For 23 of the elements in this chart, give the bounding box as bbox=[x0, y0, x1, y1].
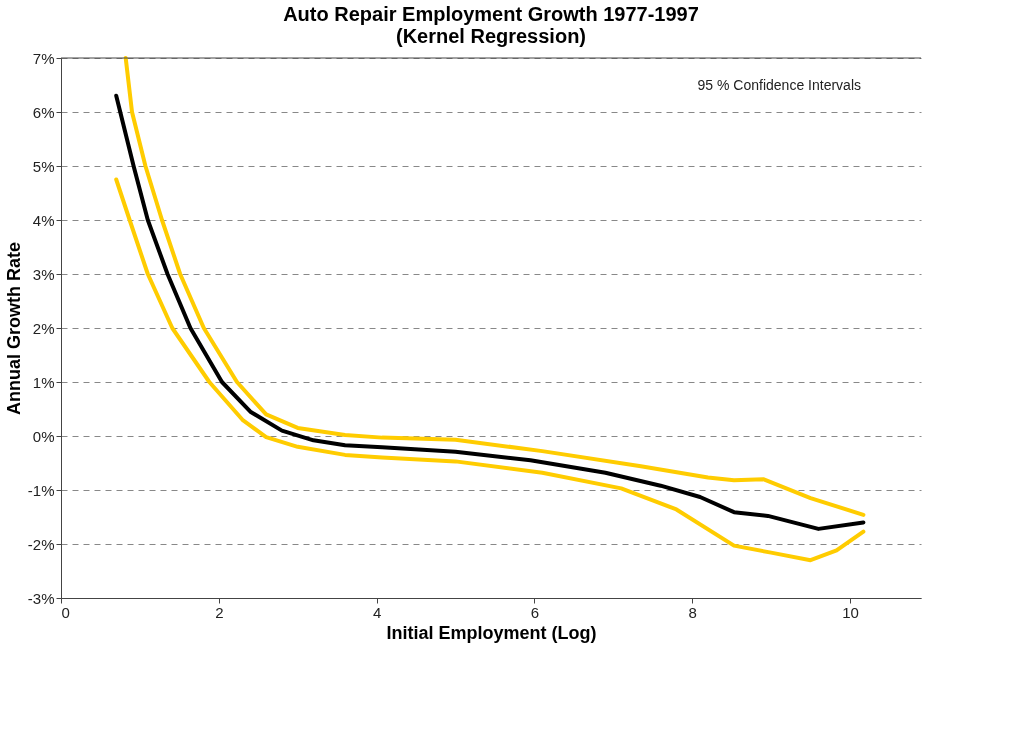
y-tick-label: 3% bbox=[32, 265, 55, 283]
y-tick-label: 1% bbox=[32, 373, 55, 391]
annotation: 95 % Confidence Intervals bbox=[697, 77, 861, 93]
text: (Kernel Regression) bbox=[395, 25, 587, 47]
x-tick-label: 2 bbox=[215, 603, 224, 621]
y-tick-label: -2% bbox=[27, 535, 55, 553]
y-tick-label: 7% bbox=[32, 49, 55, 67]
y-tick-label: 2% bbox=[32, 319, 55, 337]
line-series bbox=[114, 177, 866, 563]
y-tick-label: 4% bbox=[32, 211, 55, 229]
y-tick-label: -3% bbox=[27, 589, 55, 607]
x-tick-label: 8 bbox=[688, 603, 697, 621]
x-tick-label: 4 bbox=[372, 603, 382, 621]
text: Auto Repair Employment Growth 1977-1997 bbox=[283, 3, 699, 25]
x-tick-label: 6 bbox=[530, 603, 540, 621]
y-axis-title: Annual Growth Rate bbox=[3, 241, 24, 416]
y-tick-label: 6% bbox=[32, 103, 55, 121]
x-tick-label: 0 bbox=[61, 603, 70, 621]
x-axis-title: Initial Employment (Log) bbox=[386, 622, 597, 643]
y-tick-label: 0% bbox=[32, 427, 55, 445]
x-tick-label: 10 bbox=[842, 603, 859, 621]
y-tick-label: -1% bbox=[27, 481, 55, 499]
y-tick-label: 5% bbox=[32, 157, 55, 175]
